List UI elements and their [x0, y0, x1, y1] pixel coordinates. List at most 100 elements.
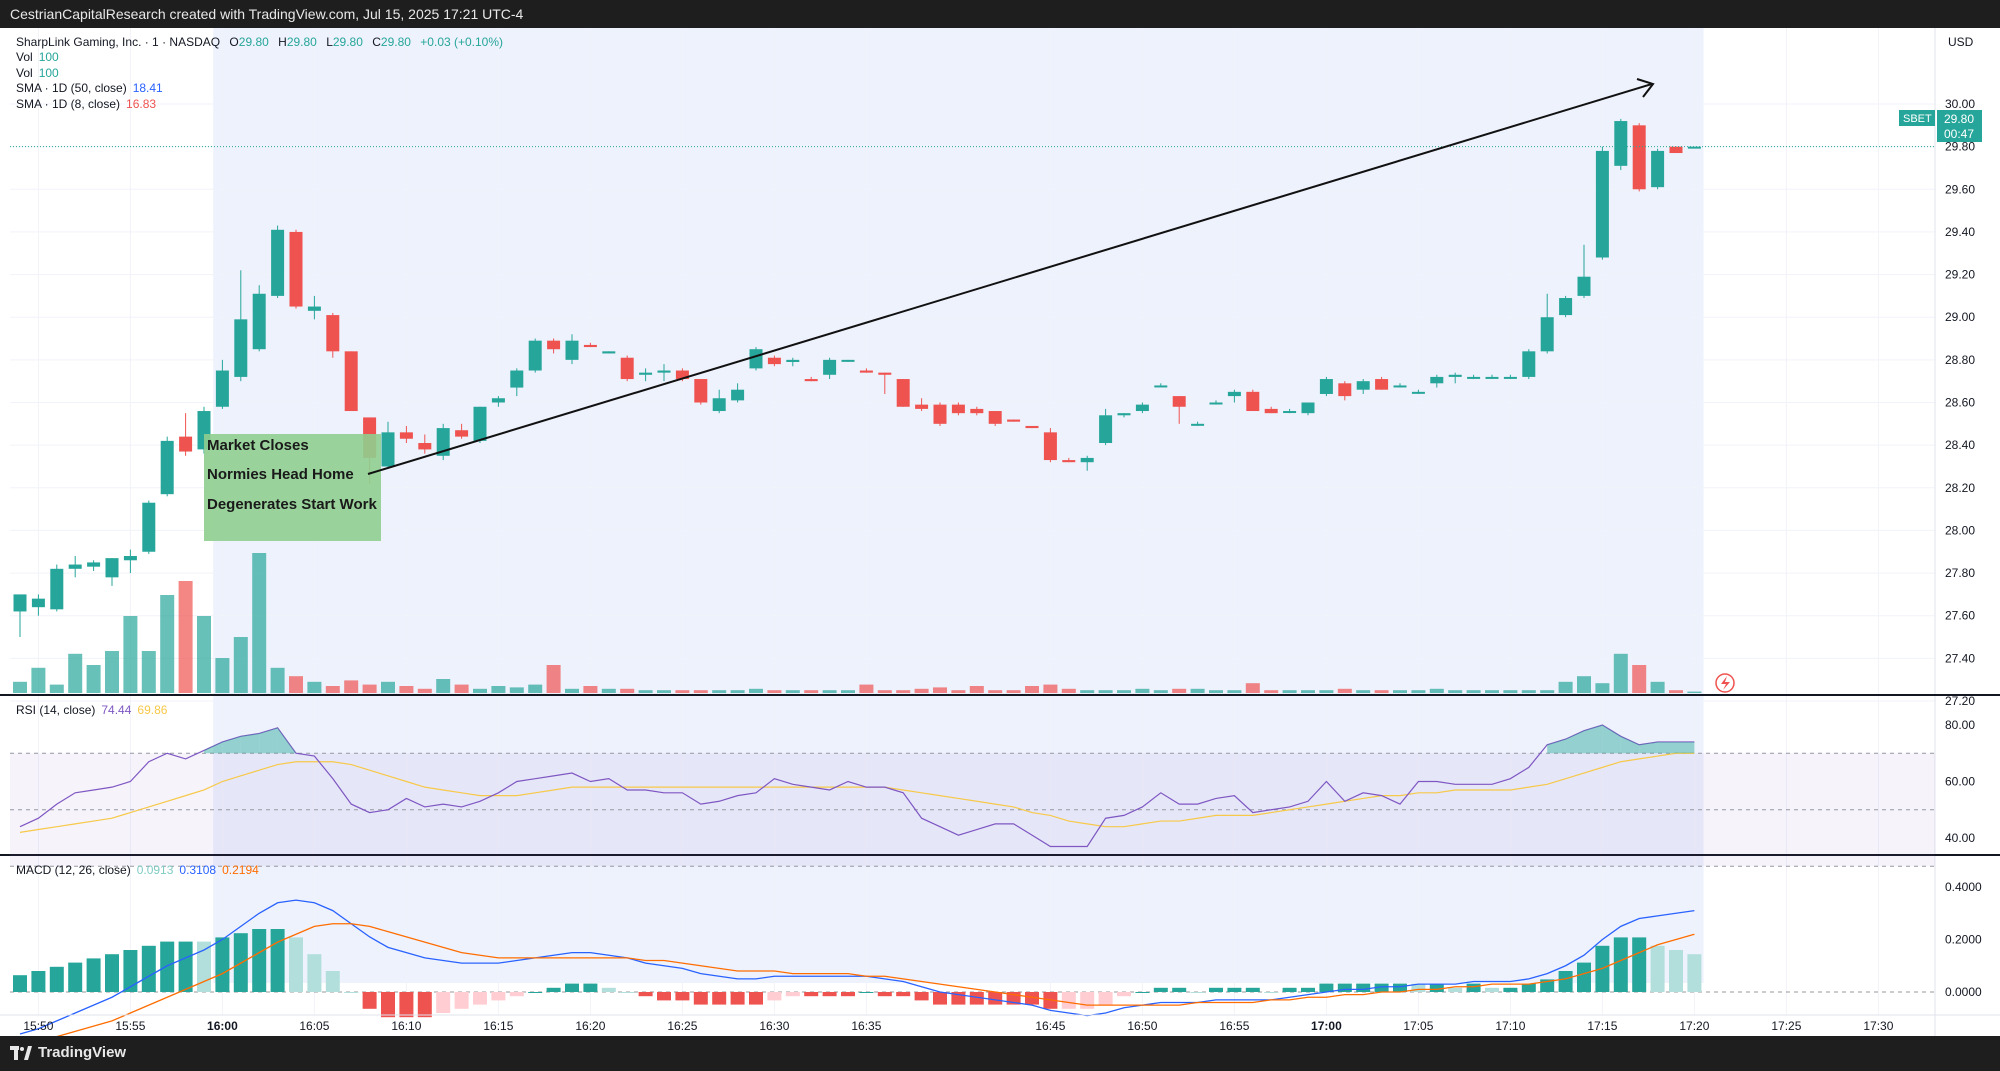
candle-body: [1319, 379, 1333, 394]
candle-body: [547, 340, 561, 350]
candle-body: [1522, 351, 1536, 377]
trend-arrow[interactable]: [367, 78, 1655, 475]
volume-bar: [877, 690, 892, 693]
volume-bar: [454, 684, 469, 693]
legend-sma8: 16.83: [126, 97, 156, 111]
macd-histogram-bar: [1613, 937, 1628, 992]
macd-label: MACD (12, 26, close): [16, 863, 131, 877]
volume-bar: [822, 690, 837, 693]
time-tick-label: 16:20: [575, 1019, 605, 1033]
macd-tick-label: 0.4000: [1945, 880, 1982, 894]
candle-body: [1669, 146, 1683, 154]
candle-body: [50, 568, 64, 610]
macd-histogram-bar: [1025, 992, 1039, 1005]
price-tick-label: 28.40: [1945, 438, 1975, 452]
annotation-line-3: Degenerates Start Work: [207, 496, 377, 513]
legend-change: +0.03 (+0.10%): [420, 35, 503, 49]
volume-bar: [1411, 690, 1426, 693]
rsi-overbought-fill: [240, 733, 260, 754]
macd-histogram-bar: [270, 929, 285, 992]
rsi-overbought-fill: [1620, 736, 1640, 754]
volume-bar: [1356, 690, 1371, 693]
rsi-line: [19, 724, 1695, 848]
candle-body: [234, 319, 248, 377]
lightning-icon[interactable]: [1715, 673, 1735, 693]
volume-bar: [988, 690, 1003, 693]
macd-histogram-bar: [528, 992, 543, 993]
tradingview-logo[interactable]: TradingView: [10, 1044, 126, 1061]
attribution-text: CestrianCapitalResearch created with Tra…: [10, 6, 524, 22]
macd-value: 0.3108: [179, 863, 216, 877]
candle-body: [1099, 415, 1113, 444]
candle-body: [657, 370, 671, 373]
time-tick-label: 16:55: [1219, 1019, 1249, 1033]
macd-histogram-bar: [252, 929, 267, 992]
volume-bar: [473, 688, 487, 693]
macd-histogram-bar: [1448, 987, 1463, 992]
macd-histogram-bar: [1374, 983, 1389, 992]
candle-body: [87, 562, 101, 567]
macd-histogram-bar: [1411, 983, 1426, 992]
macd-tick-label: 0.2000: [1945, 933, 1982, 947]
volume-bar: [1540, 690, 1555, 693]
volume-bar: [1337, 688, 1352, 693]
volume-bar: [1172, 688, 1187, 693]
candle-body: [215, 370, 229, 407]
rsi-label: RSI (14, close): [16, 703, 95, 717]
legend-vol2-label: Vol: [16, 66, 33, 80]
candle-body: [749, 349, 763, 369]
volume-bars: [13, 553, 1702, 693]
candle-body: [602, 351, 616, 354]
candle-body: [326, 315, 340, 352]
volume-bar: [675, 690, 690, 693]
candle-body: [1025, 425, 1039, 429]
candle-body: [731, 389, 745, 401]
candle-body: [1154, 385, 1168, 388]
volume-bar: [1448, 690, 1463, 693]
macd-histogram-bar: [1190, 992, 1205, 993]
volume-bar: [730, 690, 745, 693]
volume-bar: [325, 686, 340, 693]
volume-bar: [657, 690, 671, 693]
candle-body: [381, 432, 395, 467]
chart-svg[interactable]: Market Closes Normies Head Home Degenera…: [0, 28, 2000, 1046]
volume-bar: [399, 686, 414, 693]
annotation-box[interactable]: Market Closes Normies Head Home Degenera…: [204, 434, 381, 541]
signal-line: [19, 923, 1695, 1046]
candle-body: [1559, 298, 1573, 316]
price-axis[interactable]: USD 30.0029.8029.6029.4029.2029.0028.802…: [1934, 28, 1982, 1036]
volume-bar: [1485, 690, 1499, 693]
svg-text:SharpLink Gaming, Inc. · 1 · N: SharpLink Gaming, Inc. · 1 · NASDAQ O29.…: [16, 35, 503, 49]
volume-bar: [1153, 690, 1168, 693]
candle-body: [344, 351, 358, 412]
volume-bar: [969, 686, 984, 693]
volume-bar: [362, 684, 377, 693]
macd-histogram-bar: [933, 992, 947, 1005]
price-tick-label: 28.20: [1945, 481, 1975, 495]
volume-bar: [1632, 665, 1647, 693]
candle-body: [528, 340, 542, 371]
time-axis[interactable]: 15:50 15:55 16:00 16:05 16:10 16:15 16:20 16:25…: [0, 1014, 2000, 1033]
macd-histogram-bar: [1669, 950, 1683, 992]
price-tick-label: 27.60: [1945, 609, 1975, 623]
time-tick-label: 16:45: [1035, 1019, 1065, 1033]
rsi-overbought-fill: [1676, 741, 1695, 754]
pane-separator[interactable]: [0, 854, 2000, 856]
candle-body: [289, 231, 303, 307]
candle-body: [307, 306, 321, 311]
pane-separator[interactable]: [0, 694, 2000, 696]
candle-body: [694, 379, 708, 403]
macd-histogram-bar: [657, 992, 671, 1001]
footer-brand: TradingView: [38, 1044, 127, 1061]
candle-body: [1467, 376, 1481, 379]
chart-area[interactable]: Market Closes Normies Head Home Degenera…: [0, 28, 2000, 1046]
legend-close-label: C: [372, 35, 381, 49]
macd-histogram-bar: [583, 983, 598, 992]
legend-low: 29.80: [333, 35, 363, 49]
candle-body: [951, 404, 965, 414]
legend-vol2: 100: [39, 66, 59, 80]
volume-bar: [160, 595, 175, 693]
macd-histogram-bar: [436, 992, 451, 1013]
